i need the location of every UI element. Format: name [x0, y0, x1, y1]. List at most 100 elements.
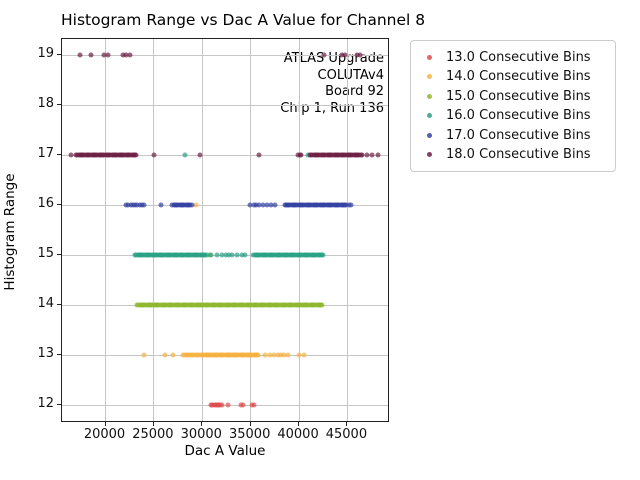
data-point [208, 252, 214, 258]
data-point [301, 352, 307, 358]
legend-marker-icon [427, 55, 432, 60]
x-tick [298, 422, 300, 426]
x-tick-label: 20000 [83, 427, 126, 442]
x-tick-label: 40000 [277, 427, 319, 442]
data-point [260, 202, 266, 208]
y-tick-label: 12 [37, 396, 54, 411]
data-point [271, 352, 277, 358]
x-gridline [105, 39, 107, 421]
data-point [256, 152, 262, 158]
y-tick-label: 18 [37, 96, 54, 111]
legend-item-label: 13.0 Consecutive Bins [446, 50, 591, 65]
data-point [88, 52, 94, 58]
x-gridline [346, 39, 348, 421]
data-point [251, 402, 257, 408]
x-tick [346, 422, 348, 426]
legend-marker-icon [427, 151, 432, 157]
data-point [285, 352, 291, 358]
x-tick-label: 45000 [325, 427, 368, 442]
data-point [369, 152, 375, 158]
data-point [239, 252, 245, 258]
legend-item-label: 17.0 Consecutive Bins [446, 127, 591, 143]
data-point [364, 152, 370, 158]
data-point [242, 252, 248, 258]
legend-item-label: 14.0 Consecutive Bins [446, 69, 591, 85]
data-point [229, 252, 234, 258]
data-point [264, 202, 270, 208]
data-point [223, 252, 229, 258]
legend-marker-icon [427, 113, 432, 119]
data-point [342, 52, 348, 58]
y-tick [57, 54, 61, 55]
y-tick-label: 13 [37, 346, 54, 361]
data-point [262, 352, 267, 358]
data-point [339, 52, 345, 58]
data-point [123, 52, 129, 58]
legend-item-label: 16.0 Consecutive Bins [446, 108, 591, 124]
data-point [141, 352, 147, 358]
data-point [240, 402, 246, 408]
data-point [267, 352, 273, 358]
data-point [197, 152, 203, 158]
data-point [68, 152, 74, 158]
data-point [219, 252, 225, 258]
y-tick [57, 204, 61, 205]
data-point [204, 252, 210, 258]
data-point [255, 352, 261, 358]
data-point [253, 202, 259, 208]
data-point [359, 152, 365, 158]
x-gridline [250, 39, 252, 421]
x-tick [201, 422, 203, 426]
data-point [141, 202, 147, 208]
data-point [189, 202, 195, 208]
y-tick [57, 404, 61, 405]
data-point [77, 52, 83, 58]
data-point [321, 52, 327, 58]
y-tick [57, 104, 61, 105]
data-point [354, 52, 360, 58]
annotation-line: Board 92 [325, 84, 384, 99]
annotation-line: Chip 1, Run 136 [280, 100, 384, 116]
data-point [348, 202, 354, 208]
x-tick [104, 422, 106, 426]
data-point [193, 202, 199, 208]
data-point [133, 152, 139, 158]
data-point [281, 352, 287, 358]
data-point [234, 252, 240, 258]
x-tick [249, 422, 251, 426]
data-point [249, 402, 255, 408]
y-tick [57, 154, 61, 155]
y-gridline [62, 104, 388, 106]
data-point [375, 152, 381, 158]
data-point [256, 202, 262, 208]
data-point [170, 352, 176, 358]
data-point [319, 302, 325, 308]
legend: 13.0 Consecutive Bins 14.0 Consecutive Bi… [410, 40, 616, 172]
legend-item: 14.0 Consecutive Bins [411, 67, 609, 86]
data-point [151, 152, 157, 158]
data-point [226, 252, 232, 258]
data-point [278, 352, 284, 358]
y-tick [57, 354, 61, 355]
annotation-line: COLUTAv4 [317, 67, 384, 83]
data-point [343, 202, 349, 208]
x-tick [152, 422, 154, 426]
chart-title: Histogram Range vs Dac A Value for Chann… [61, 11, 426, 29]
legend-item-label: 15.0 Consecutive Bins [446, 88, 591, 104]
legend-marker-icon [427, 74, 432, 80]
legend-item: 18.0 Consecutive Bins [411, 145, 609, 164]
y-tick [57, 304, 61, 305]
x-axis-label: Dac A Value [184, 443, 266, 459]
data-point [214, 252, 220, 258]
legend-item: 13.0 Consecutive Bins [411, 48, 609, 67]
data-point [296, 352, 302, 358]
data-point [298, 152, 304, 158]
data-point [272, 202, 278, 208]
data-point [247, 202, 253, 208]
y-tick-label: 15 [37, 246, 54, 261]
legend-marker-icon [427, 132, 432, 138]
data-point [251, 202, 257, 208]
data-point [182, 152, 188, 158]
y-tick-label: 14 [37, 296, 54, 311]
